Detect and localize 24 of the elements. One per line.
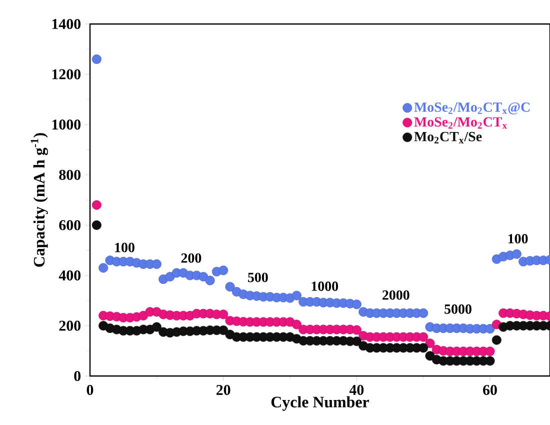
y-tick-label: 800: [59, 170, 81, 180]
annotation: 500: [248, 272, 268, 282]
legend-label: MoSe$_{2}$/Mo$_{2}$CT$_{x}$: [414, 117, 508, 129]
legend-label: MoSe$_{2}$/Mo$_{2}$CT$_{x}$@C: [414, 102, 530, 114]
y-tick-label: 0: [74, 370, 81, 382]
y-tick-label: 1000: [52, 120, 81, 130]
annotation: 1000: [312, 282, 338, 291]
y-tick-label: 1400: [52, 18, 81, 30]
legend-label: Mo$_{2}$CT$_{x}$/Se: [414, 132, 482, 144]
x-tick-label: 0: [86, 384, 94, 395]
y-tick-label: 600: [59, 220, 81, 230]
y-tick-label: 1200: [52, 69, 81, 80]
annotation: 100: [508, 234, 528, 244]
annotation: 5000: [444, 304, 472, 314]
annotation: 200: [181, 253, 202, 263]
x-tick-label: 60: [483, 384, 497, 395]
annotation: 100: [115, 242, 134, 252]
x-tick-label: 20: [216, 384, 230, 395]
annotation: 2000: [382, 290, 410, 300]
x-axis-title: Cycle Number: [271, 396, 369, 411]
y-tick-label: 200: [59, 320, 81, 331]
y-tick-label: 400: [58, 270, 81, 280]
x-tick-label: 40: [349, 384, 364, 395]
y-axis-title: Capacity (mA h g$^{-1}$): [30, 133, 48, 267]
